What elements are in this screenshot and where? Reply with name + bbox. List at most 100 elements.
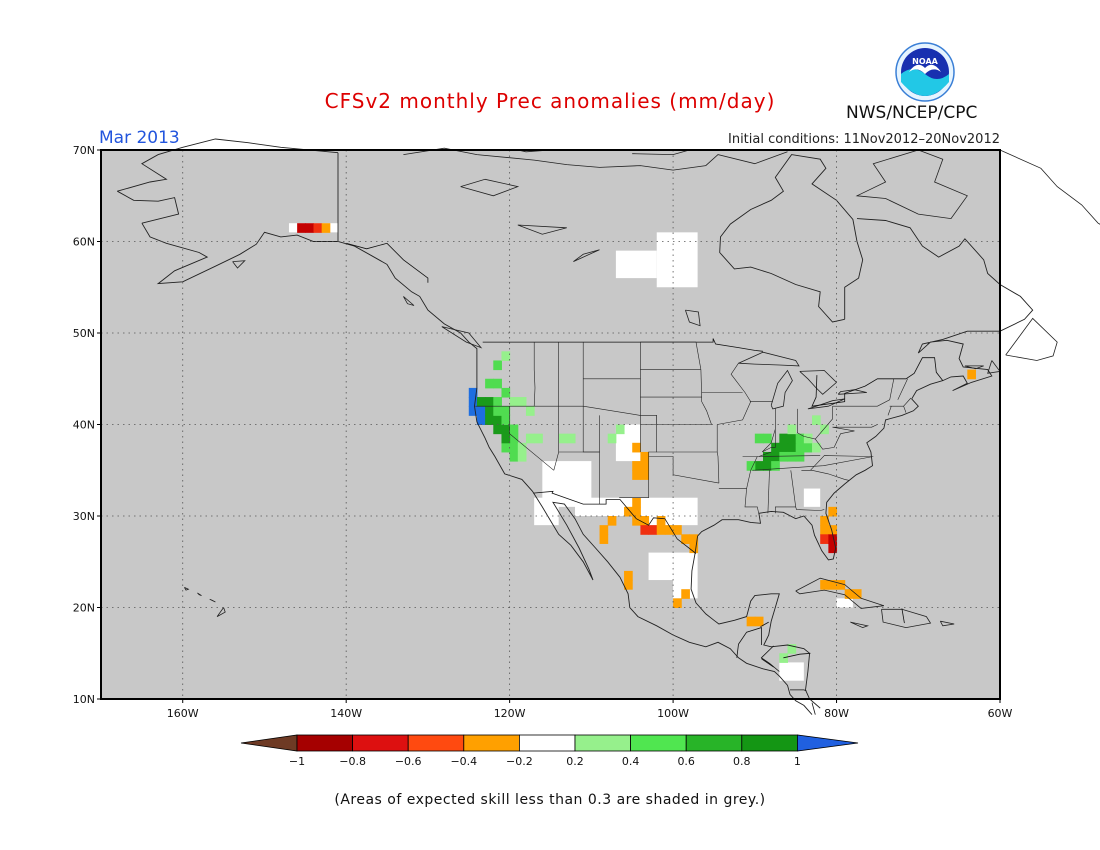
anomaly-cell	[648, 525, 658, 535]
legend-tick-label: −1	[289, 755, 305, 768]
lake-outline	[460, 178, 520, 197]
anomaly-cell	[525, 406, 535, 416]
state-border	[903, 397, 912, 407]
anomaly-cell	[828, 534, 838, 544]
anomaly-cell	[468, 397, 478, 407]
lake-outline	[807, 398, 845, 410]
lake-outline	[573, 249, 600, 262]
anomaly-cell	[313, 223, 323, 233]
anomaly-cell	[640, 525, 650, 535]
noaa-logo: NOAA	[895, 42, 955, 102]
anomaly-cell	[771, 461, 780, 471]
anomaly-cell	[836, 580, 846, 590]
legend-swatch	[685, 734, 743, 752]
country-border	[901, 608, 905, 624]
lat-label: 30N	[73, 510, 95, 523]
coastline	[141, 222, 813, 715]
legend-tick-label: 0.4	[622, 755, 640, 768]
arctic-coastline	[999, 149, 1100, 225]
skill-note: (Areas of expected skill less than 0.3 a…	[334, 792, 766, 808]
country-border	[783, 652, 811, 659]
lat-label: 20N	[73, 602, 95, 615]
anomaly-cell	[828, 580, 838, 590]
legend-tick-label: 0.2	[566, 755, 584, 768]
legend-tick-label: −0.6	[395, 755, 422, 768]
anomaly-cell	[517, 397, 527, 407]
anomaly-cell	[787, 424, 797, 435]
anomaly-cell	[509, 433, 519, 444]
lat-label: 50N	[73, 327, 95, 340]
legend-swatch	[741, 734, 798, 752]
anomaly-cell	[501, 387, 511, 398]
anomaly-cell	[321, 223, 331, 233]
near-normal-region	[656, 232, 698, 288]
anomaly-cell	[476, 415, 486, 425]
legend-tick-label: 0.8	[733, 755, 751, 768]
state-border	[897, 378, 908, 400]
lake-outline	[770, 369, 793, 410]
state-border	[716, 424, 720, 484]
anomaly-cell	[795, 433, 805, 444]
anomaly-cell	[762, 433, 772, 444]
lake-outline	[232, 260, 246, 269]
anomaly-cell	[689, 543, 699, 554]
anomaly-cell	[787, 442, 797, 453]
arctic-coastline	[855, 149, 968, 220]
coastline	[690, 536, 821, 709]
anomaly-cell	[787, 644, 797, 654]
anomaly-cell	[632, 442, 641, 453]
state-border	[810, 455, 871, 471]
anomaly-cell	[534, 433, 543, 444]
anomaly-cell	[746, 461, 756, 471]
state-border	[832, 378, 895, 407]
anomaly-cell	[624, 570, 633, 581]
anomaly-cell	[828, 506, 838, 517]
anomaly-cell	[599, 525, 609, 535]
state-border	[475, 405, 712, 425]
coastline	[719, 154, 864, 323]
anomaly-cell	[681, 589, 690, 599]
lat-label: 40N	[73, 419, 95, 432]
anomaly-cell	[795, 451, 805, 462]
lat-label: 70N	[73, 144, 95, 157]
lon-label: 100W	[657, 707, 689, 720]
anomaly-cell	[779, 442, 789, 453]
near-normal-region	[615, 250, 657, 279]
anomaly-cell	[795, 442, 805, 453]
coastline	[697, 330, 1000, 561]
anomaly-cell	[493, 415, 502, 425]
anomaly-cell	[632, 516, 641, 526]
legend-swatch	[519, 734, 576, 752]
anomaly-cell	[607, 433, 617, 444]
lon-label: 140W	[330, 707, 362, 720]
state-border	[558, 415, 600, 453]
legend-swatch	[574, 734, 631, 752]
lake-outline	[403, 296, 415, 306]
anomaly-cell	[599, 534, 609, 544]
legend-tick-label: −0.4	[450, 755, 477, 768]
coastline	[856, 218, 1034, 332]
anomaly-cell	[607, 516, 617, 526]
state-border	[700, 369, 712, 425]
anomaly-cell	[771, 451, 780, 462]
anomaly-cell	[762, 461, 772, 471]
anomaly-cell	[517, 451, 527, 462]
anomaly-cell	[476, 397, 486, 407]
anomaly-cell	[779, 451, 789, 462]
lake-outline	[795, 577, 885, 609]
anomaly-cell	[485, 406, 494, 416]
anomaly-cell	[501, 424, 511, 435]
legend-swatch	[352, 734, 409, 752]
anomaly-cell	[501, 433, 511, 444]
state-border	[758, 455, 821, 457]
anomaly-cell	[812, 415, 821, 425]
lon-label: 80W	[824, 707, 849, 720]
anomaly-cell	[779, 433, 789, 444]
anomaly-cell	[509, 442, 519, 453]
near-normal-region	[779, 662, 804, 681]
state-border	[553, 342, 560, 471]
anomaly-cell	[673, 525, 682, 535]
country-border	[761, 658, 774, 668]
anomaly-cell	[820, 534, 829, 544]
